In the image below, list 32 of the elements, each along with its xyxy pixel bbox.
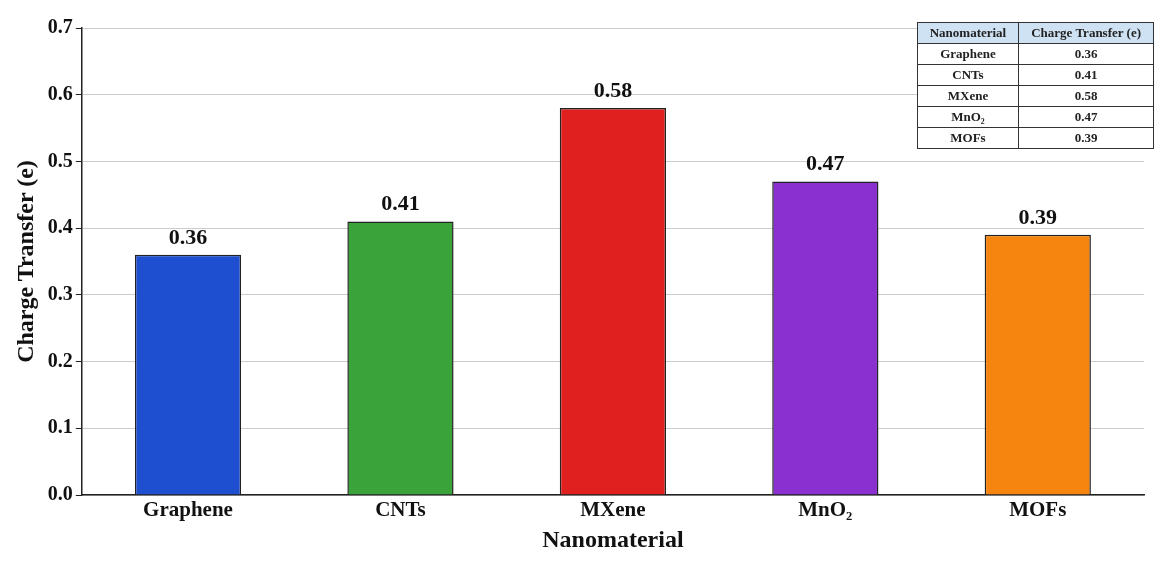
- y-tick-label: 0.6: [47, 81, 73, 104]
- data-label: 0.41: [1018, 64, 1154, 86]
- category-label: MOFs: [917, 127, 1019, 149]
- category-label: Graphene: [917, 43, 1019, 65]
- data-label: 0.36: [168, 223, 208, 249]
- x-axis-title: Nanomaterial: [542, 525, 684, 552]
- y-tick-label: 0.7: [47, 15, 73, 38]
- data-label: 0.47: [806, 150, 845, 176]
- y-tick-label: 0.5: [47, 148, 73, 171]
- y-tick-label: 0.3: [47, 282, 73, 305]
- x-tick-label: MnO₂: [798, 497, 853, 522]
- category-label: MXene: [917, 85, 1019, 107]
- data-label: 0.47: [1018, 106, 1154, 128]
- text: Nanomaterial: [917, 22, 1019, 44]
- y-tick-label: 0.4: [47, 215, 73, 238]
- x-tick-label: MOFs: [1009, 497, 1067, 522]
- y-tick-label: 0.2: [47, 348, 73, 371]
- category-label: MnO₂: [917, 106, 1019, 128]
- data-label: 0.39: [1018, 127, 1154, 149]
- text: Charge Transfer (e): [1018, 22, 1154, 44]
- x-tick-label: CNTs: [375, 497, 426, 522]
- y-tick-label: 0.1: [47, 415, 73, 438]
- data-label: 0.41: [381, 190, 420, 216]
- data-label: 0.36: [1018, 43, 1154, 65]
- data-label: 0.58: [593, 76, 633, 102]
- category-label: CNTs: [917, 64, 1019, 86]
- x-tick-label: MXene: [580, 497, 646, 522]
- y-tick-label: 0.0: [47, 482, 73, 505]
- y-axis-title: Charge Transfer (e): [11, 160, 38, 363]
- data-label: 0.39: [1018, 203, 1058, 229]
- x-tick-label: Graphene: [143, 497, 233, 522]
- data-label: 0.58: [1018, 85, 1154, 107]
